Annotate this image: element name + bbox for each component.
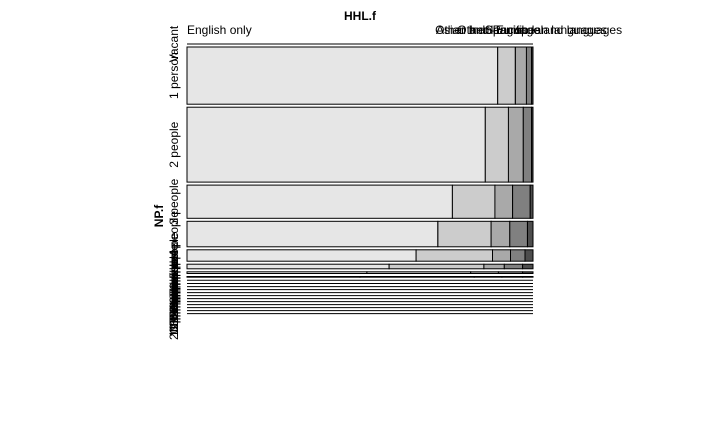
mosaic-tile (388, 263, 485, 270)
mosaic-tile (514, 46, 528, 105)
mosaic-tile (507, 106, 524, 183)
mosaic-tile (186, 184, 453, 219)
mosaic-tile (451, 184, 496, 219)
row-label: 12 people (167, 263, 181, 316)
column-label: Other Indo-European languages (435, 23, 606, 37)
mosaic-tile (501, 276, 524, 278)
mosaic-tile (366, 271, 472, 274)
row-label: Vacant (167, 25, 181, 62)
row-label: 5 people (167, 232, 181, 278)
mosaic-tile (510, 249, 526, 262)
row-label: 19 people (167, 284, 181, 337)
row-label: 15 people (167, 272, 181, 325)
mosaic-tiles (186, 43, 534, 315)
mosaic-tile (522, 263, 534, 270)
mosaic-tile (186, 46, 499, 105)
row-label: 2 people (167, 121, 181, 167)
y-axis-title: NP.f (152, 204, 166, 227)
mosaic-tile (512, 184, 531, 219)
mosaic-tile (522, 276, 534, 278)
row-label: 6 people (167, 243, 181, 289)
mosaic-tile (525, 46, 533, 105)
mosaic-tile (531, 46, 534, 105)
mosaic-tile (490, 220, 511, 248)
mosaic-tile (494, 184, 513, 219)
mosaic-tile (522, 271, 534, 274)
row-label: 3 people (167, 178, 181, 224)
column-label: English only (187, 23, 252, 37)
column-label: Other language (457, 23, 540, 37)
mosaic-tile (484, 106, 509, 183)
mosaic-tile (186, 263, 390, 270)
mosaic-tile (186, 249, 417, 262)
row-label: 16 people (167, 275, 181, 328)
row-label: 11 people (167, 260, 181, 312)
mosaic-tile (415, 249, 494, 262)
mosaic-tile (437, 220, 492, 248)
mosaic-tile (524, 249, 534, 262)
mosaic-tile (483, 263, 505, 270)
mosaic-tile (470, 271, 499, 274)
mosaic-tile (497, 271, 524, 274)
mosaic-tile (492, 249, 511, 262)
mosaic-tile (186, 106, 486, 183)
mosaic-tile (186, 220, 439, 248)
mosaic-tile (531, 106, 534, 183)
mosaic-tile (509, 220, 528, 248)
row-label: 10 people (167, 257, 181, 310)
mosaic-tile (527, 220, 534, 248)
mosaic-tile (186, 271, 368, 274)
mosaic-tile (522, 106, 533, 183)
mosaic-tile (359, 276, 475, 278)
row-label: 14 people (167, 269, 181, 322)
mosaic-tile (529, 184, 534, 219)
row-label: 9 people (167, 257, 181, 303)
mosaic-tile (186, 276, 361, 278)
column-label: Spanish (485, 23, 528, 37)
row-label: 17 people (167, 278, 181, 331)
row-label: 13 people (167, 266, 181, 319)
row-label: 20 people (167, 287, 181, 340)
row-label: 4 people (167, 211, 181, 257)
column-label: Asian and Pacific Island languages (436, 23, 622, 37)
mosaic-tile (497, 46, 516, 105)
mosaic-tile (473, 276, 503, 278)
row-label: 1 person (167, 52, 181, 99)
row-label: 8 people (167, 254, 181, 300)
x-axis-title: HHL.f (344, 9, 377, 23)
row-label: 7 people (167, 249, 181, 295)
row-label: 18 people (167, 281, 181, 334)
mosaic-tile (503, 263, 524, 270)
